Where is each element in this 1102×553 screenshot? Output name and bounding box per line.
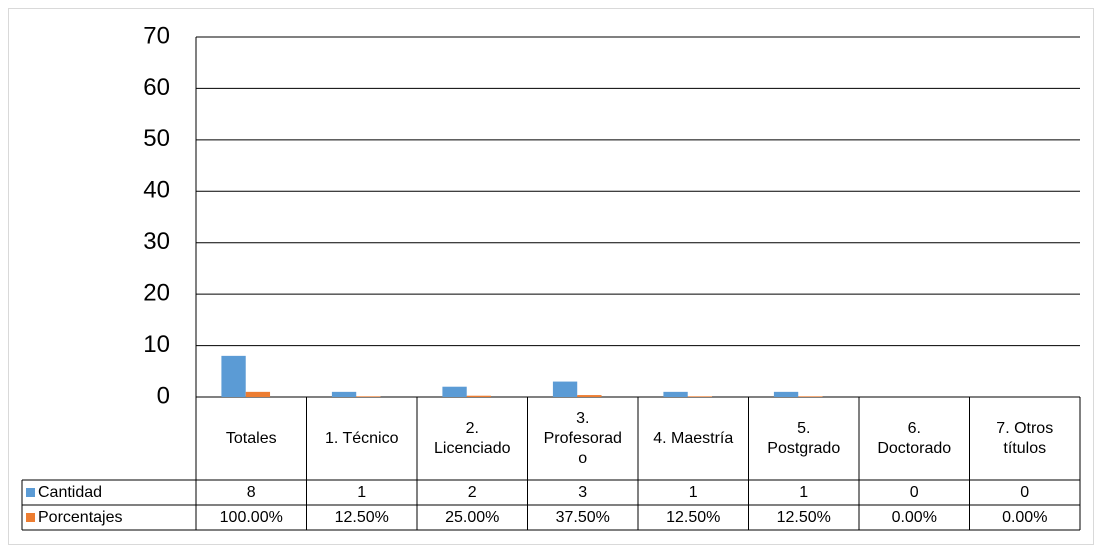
category-label: 5. Postgrado: [767, 419, 841, 457]
category-label: 3. Profesorado: [543, 409, 622, 467]
y-tick-label: 70: [143, 22, 170, 49]
table-value: 0.00%: [1002, 508, 1048, 526]
bar: [687, 396, 713, 397]
bar: [466, 395, 492, 397]
bar: [245, 391, 271, 397]
table-value: 3: [578, 483, 588, 501]
frame: [8, 8, 1094, 545]
y-tick-label: 10: [143, 331, 170, 358]
table-value: 8: [246, 483, 256, 501]
table-value: 12.50%: [776, 508, 831, 526]
table-value: 12.50%: [334, 508, 389, 526]
table-value: 1: [357, 483, 367, 501]
category-label: Totales: [225, 429, 277, 447]
y-tick-label: 30: [143, 228, 170, 255]
legend-label: Porcentajes: [38, 508, 123, 526]
y-tick-label: 40: [143, 177, 170, 204]
y-tick-label: 60: [143, 74, 170, 101]
bar: [798, 396, 823, 397]
category-label: 6. Doctorado: [877, 419, 952, 457]
legend-entry: Cantidad: [22, 480, 196, 505]
category-label: 7. Otros títulos: [996, 419, 1054, 457]
table-value: 100.00%: [219, 508, 283, 526]
table-value: 1: [688, 483, 698, 501]
table-value: 37.50%: [555, 508, 610, 526]
category-label: 2. Licenciado: [434, 419, 511, 457]
table-value: 0: [909, 483, 919, 501]
table-value: 1: [799, 483, 809, 501]
bar: [577, 395, 602, 397]
bar: [356, 396, 381, 397]
bar: [552, 381, 578, 397]
category-label: 4. Maestría: [653, 429, 734, 447]
y-tick-label: 20: [143, 279, 170, 306]
bar: [663, 391, 688, 397]
table-value: 12.50%: [666, 508, 721, 526]
bar: [221, 355, 246, 397]
y-tick-label: 0: [157, 382, 170, 409]
bar: [442, 386, 467, 397]
table-value: 0: [1020, 483, 1030, 501]
legend-label: Cantidad: [38, 483, 103, 501]
table-value: 0.00%: [891, 508, 937, 526]
legend-entry: Porcentajes: [22, 505, 196, 530]
table-value: 25.00%: [445, 508, 500, 526]
legend-key: [26, 488, 35, 497]
bar: [773, 391, 799, 397]
legend-key: [26, 513, 35, 522]
y-tick-label: 50: [143, 125, 170, 152]
table-value: 2: [467, 483, 477, 501]
bar: [331, 391, 357, 397]
category-label: 1. Técnico: [324, 429, 399, 447]
